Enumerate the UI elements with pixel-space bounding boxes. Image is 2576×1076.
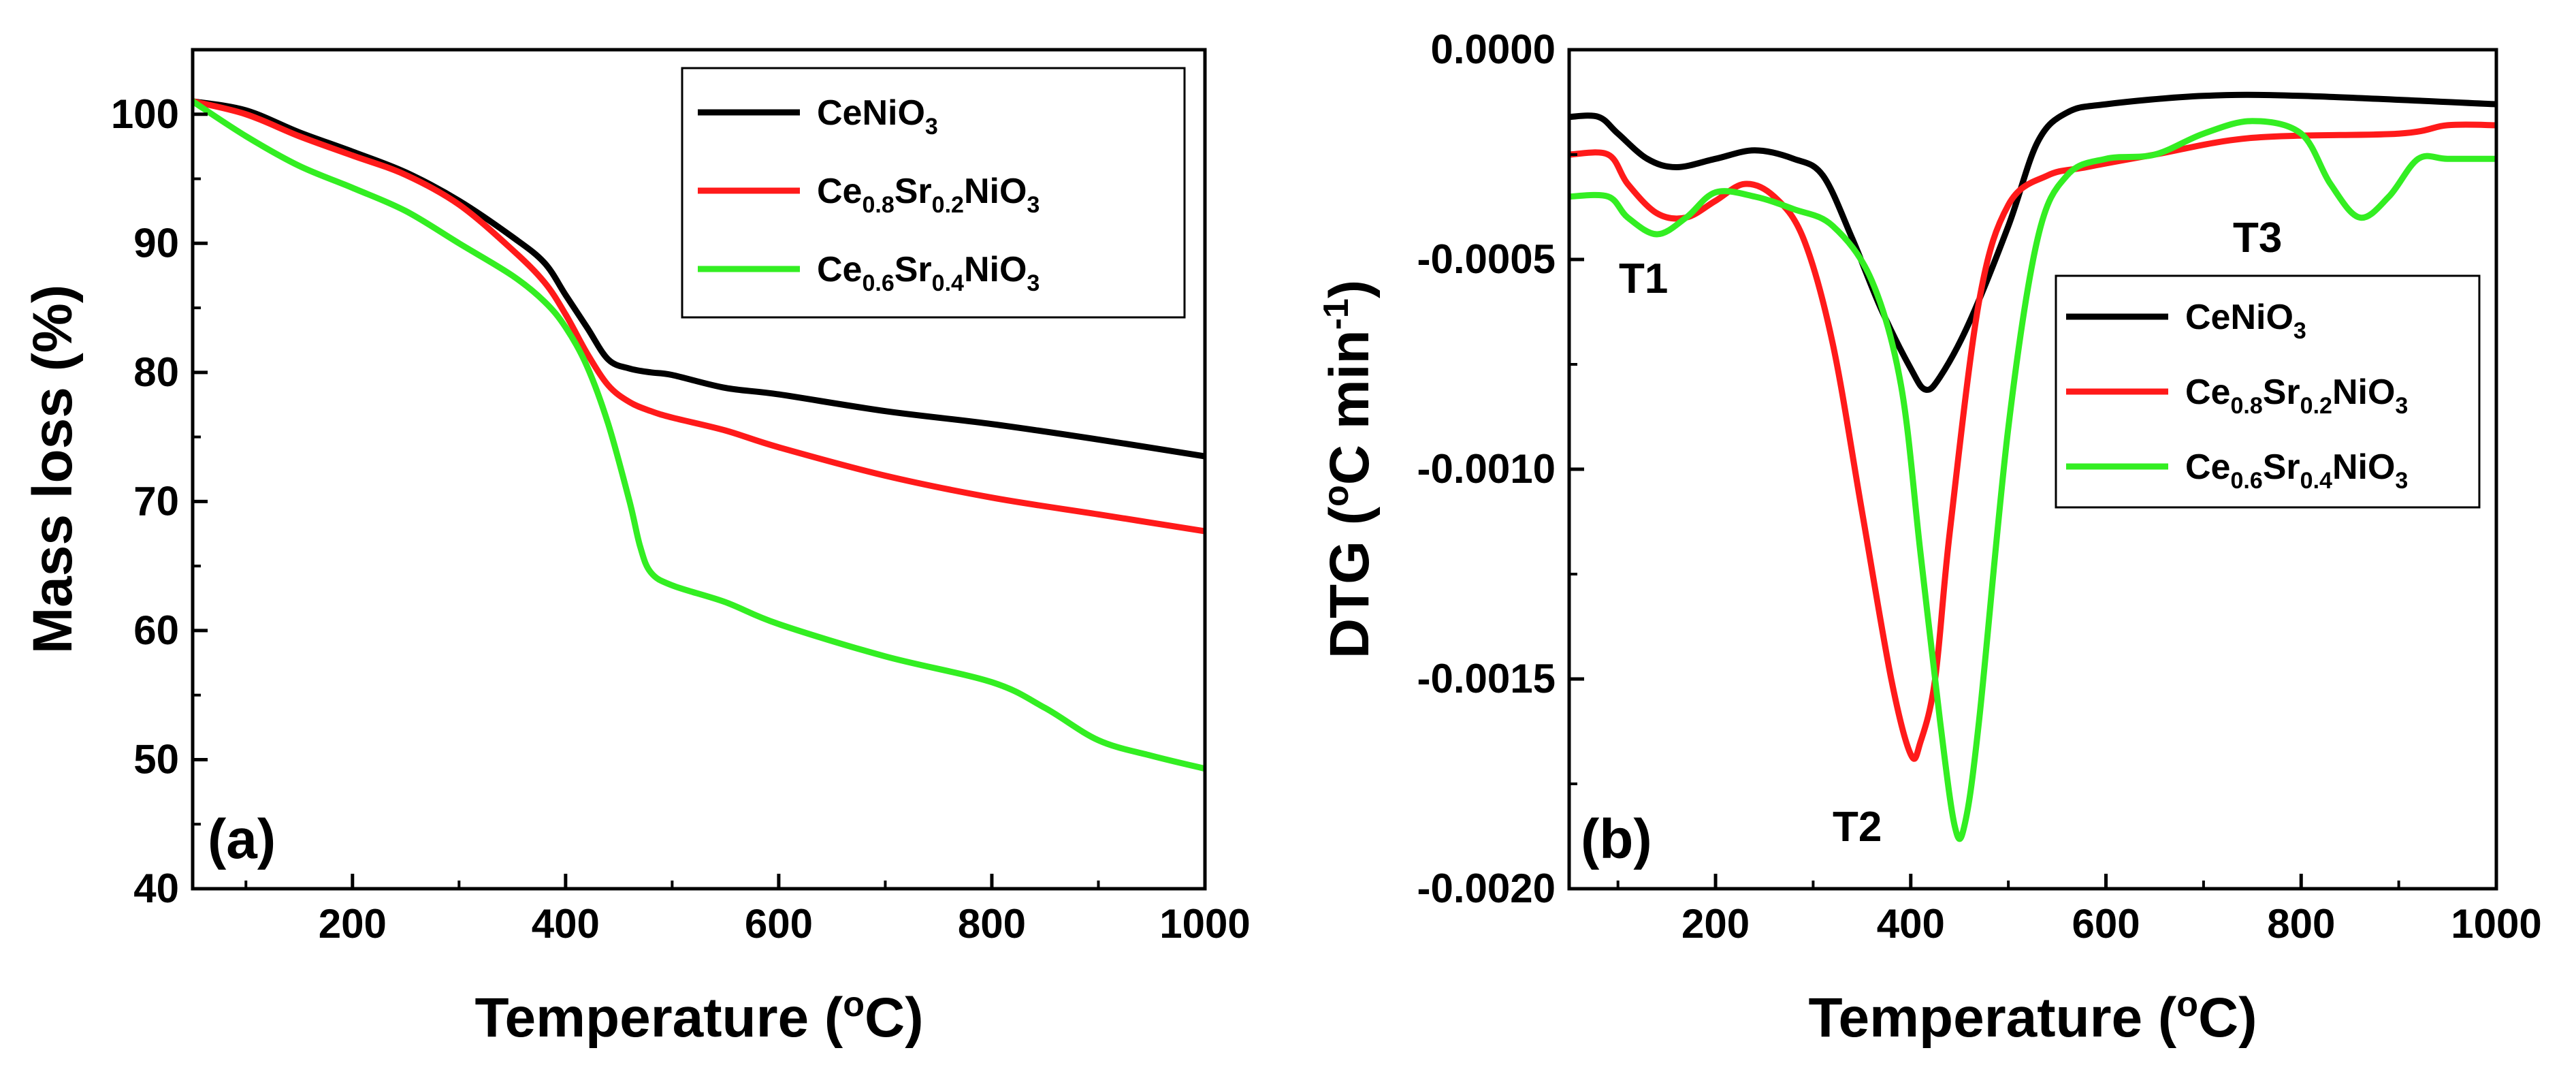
- panel-b: 200 400 600 800 1000 -0.0020-0.0015-0.0010-0…: [1317, 27, 2542, 1049]
- panel-b-label: (b): [1581, 808, 1652, 870]
- panel-a-y-axis-title: Mass loss (%): [22, 285, 84, 654]
- x-tick-label: 800: [2267, 901, 2335, 947]
- y-tick-label: 60: [133, 607, 179, 653]
- x-tick-label: 600: [2072, 901, 2140, 947]
- panel-b-series: [1569, 91, 2496, 842]
- x-tick-label: 800: [958, 901, 1026, 947]
- panel-a-series: [193, 98, 1205, 772]
- y-tick-label: 0.0000: [1430, 27, 1556, 72]
- legend-label: CeNiO3: [817, 93, 938, 140]
- y-tick-label: 80: [133, 349, 179, 395]
- annotation-t3: T3: [2233, 215, 2282, 262]
- x-tick-label: 600: [745, 901, 813, 947]
- panel-a-y-ticks: 40 50 60 70 80 90 100: [111, 91, 208, 911]
- panel-a-series-0-line: [193, 98, 1205, 460]
- x-tick-label: 1000: [2451, 901, 2541, 947]
- panel-b-x-ticks: 200 400 600 800 1000: [1616, 874, 2542, 947]
- y-tick-label: -0.0020: [1417, 866, 1556, 911]
- panel-b-x-axis-title: Temperature (oC): [1808, 985, 2257, 1049]
- legend-label: Ce0.8Sr0.2NiO3: [2185, 373, 2408, 419]
- y-tick-label: -0.0015: [1417, 656, 1556, 701]
- panel-b-legend: CeNiO3 Ce0.8Sr0.2NiO3 Ce0.6Sr0.4NiO3: [2055, 274, 2481, 509]
- panel-a-legend: CeNiO3 Ce0.8Sr0.2NiO3 Ce0.6Sr0.4NiO3: [681, 67, 1186, 319]
- annotation-t1: T1: [1619, 255, 1668, 302]
- panel-a-x-axis-title: Temperature (oC): [474, 985, 923, 1049]
- y-tick-label: -0.0010: [1417, 446, 1556, 492]
- panel-a-series-1-line: [193, 98, 1205, 535]
- panel-a-series-2-line: [193, 98, 1205, 772]
- y-tick-label: 50: [133, 736, 179, 782]
- panel-b-y-axis-title: DTG (oC min-1): [1317, 280, 1381, 659]
- panel-a: 200 400 600 800 1000 40 50 60 70 80 90 100 Tempera…: [22, 48, 1251, 1049]
- x-tick-label: 1000: [1159, 901, 1250, 947]
- panel-b-series-0-line: [1569, 91, 2496, 393]
- panel-a-x-ticks: 200 400 600 800 1000: [244, 874, 1251, 947]
- legend-label: Ce0.6Sr0.4NiO3: [817, 250, 1040, 296]
- y-tick-label: 70: [133, 478, 179, 524]
- panel-a-label: (a): [208, 808, 276, 870]
- panel-b-y-ticks: -0.0020 -0.0015 -0.0010 -0.0005 0.0000: [1417, 27, 1584, 911]
- y-tick-label: -0.0005: [1417, 236, 1556, 282]
- y-tick-label: 90: [133, 220, 179, 266]
- y-tick-label: 100: [111, 91, 179, 137]
- panel-b-series-2-line: [1569, 118, 2496, 842]
- x-tick-label: 200: [319, 901, 387, 947]
- legend-label: CeNiO3: [2185, 298, 2306, 344]
- panel-a-frame: [191, 48, 1207, 891]
- x-tick-label: 200: [1681, 901, 1750, 947]
- legend-label: Ce0.6Sr0.4NiO3: [2185, 447, 2408, 494]
- x-tick-label: 400: [532, 901, 600, 947]
- annotation-t2: T2: [1833, 804, 1882, 851]
- x-tick-label: 400: [1877, 901, 1945, 947]
- y-tick-label: 40: [133, 866, 179, 911]
- legend-label: Ce0.8Sr0.2NiO3: [817, 172, 1040, 218]
